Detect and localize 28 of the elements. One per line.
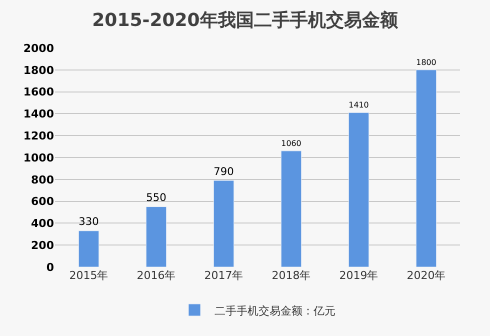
y-tick-label: 2000 [23,42,54,55]
y-tick-label: 1000 [23,151,54,164]
y-tick-label: 200 [31,238,54,252]
chart-title: 2015-2020年我国二手手机交易金额 [92,10,399,32]
x-tick-label: 2015年 [69,269,108,282]
data-label: 330 [78,216,100,228]
x-tick-label: 2020年 [406,269,446,282]
x-tick-label: 2018年 [272,269,311,282]
data-label: 790 [214,166,234,178]
bar [280,150,302,267]
x-tick-label: 2016年 [136,269,176,282]
data-label: 550 [146,192,167,204]
x-tick-label: 2019年 [339,269,378,282]
y-tick-label: 1400 [23,108,54,121]
y-tick-label: 600 [31,195,54,208]
y-tick-label: 1800 [23,64,54,77]
bar [348,112,370,267]
y-tick-label: 1600 [23,86,54,99]
bar [146,206,167,267]
y-tick-label: 1200 [23,129,54,142]
legend-label: 二手手机交易金额：亿元 [214,304,336,318]
y-tick-label: 400 [31,217,54,230]
y-tick-label: 800 [31,173,54,186]
bar [213,180,234,267]
bar [78,230,100,267]
x-tick-label: 2017年 [204,269,244,282]
y-tick-label: 0 [46,260,54,274]
bar [416,70,437,267]
